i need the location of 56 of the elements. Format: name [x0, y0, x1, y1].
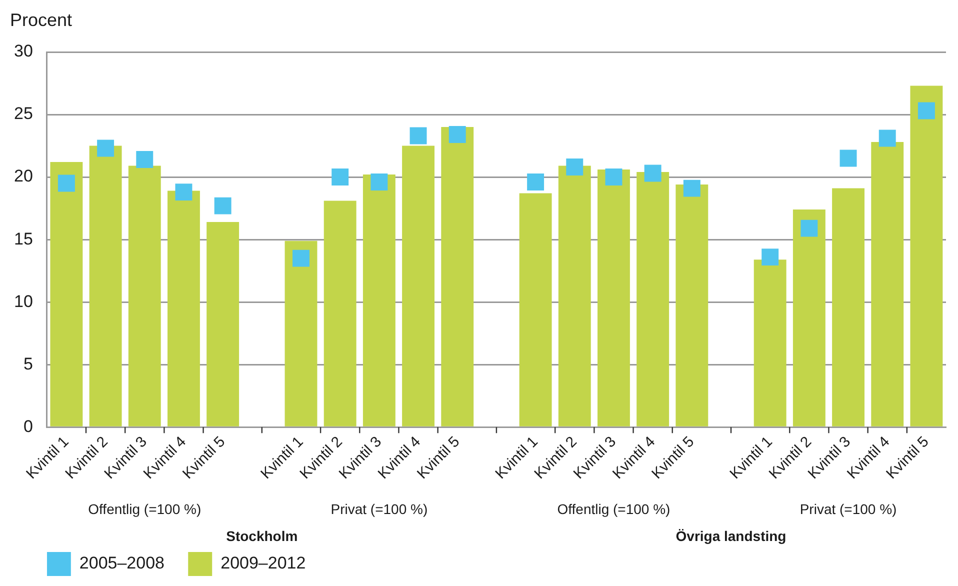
point: [762, 248, 779, 266]
point: [370, 174, 388, 191]
bar: [871, 142, 904, 426]
bar: [519, 193, 552, 426]
point: [683, 180, 700, 197]
bar: [128, 166, 161, 426]
text: Övriga landsting: [676, 528, 786, 544]
point: [175, 184, 192, 201]
y-tick-label: 10: [14, 292, 33, 311]
bar: [910, 86, 943, 426]
point: [214, 197, 232, 214]
legend-label: 2009–2012: [220, 554, 330, 573]
y-tick-label: 15: [14, 229, 33, 248]
bar: [89, 146, 122, 426]
legend-label: 2005–2008: [79, 554, 188, 573]
point: [527, 174, 544, 191]
bar: [206, 222, 240, 426]
point: [332, 168, 349, 186]
bar: [558, 166, 591, 426]
point: [918, 102, 935, 120]
point: [644, 164, 662, 182]
point: [800, 220, 818, 237]
bar: [636, 172, 670, 426]
bar: [832, 188, 864, 426]
point: [605, 168, 622, 186]
bar: [50, 162, 83, 426]
point: [410, 127, 427, 144]
y-axis-title: Procent: [10, 10, 72, 30]
point: [566, 158, 584, 176]
y-tick-label: 25: [14, 104, 33, 124]
y-tick-label: 0: [23, 416, 33, 436]
point: [136, 151, 154, 168]
point: [448, 126, 466, 144]
y-tick-label: 5: [23, 354, 33, 374]
bar: [754, 260, 786, 426]
bar: [598, 170, 630, 426]
text: Offentlig (=100 %): [557, 500, 670, 517]
bar: [284, 240, 318, 426]
bar: [441, 127, 474, 426]
text: Offentlig (=100 %): [88, 500, 202, 517]
bar: [362, 174, 396, 426]
text: Privat (=100 %): [800, 500, 897, 517]
point: [840, 150, 857, 167]
bar: [324, 200, 356, 426]
point: [97, 140, 114, 157]
bar: [168, 190, 200, 426]
y-tick-label: 20: [14, 166, 33, 186]
bar: [792, 210, 826, 426]
text: Privat (=100 %): [330, 500, 428, 517]
point: [292, 250, 310, 267]
bar: [676, 184, 708, 426]
bar: [402, 146, 434, 426]
y-tick-label: 30: [14, 42, 33, 61]
point: [878, 130, 896, 147]
point: [58, 174, 75, 192]
text: Stockholm: [226, 528, 298, 544]
